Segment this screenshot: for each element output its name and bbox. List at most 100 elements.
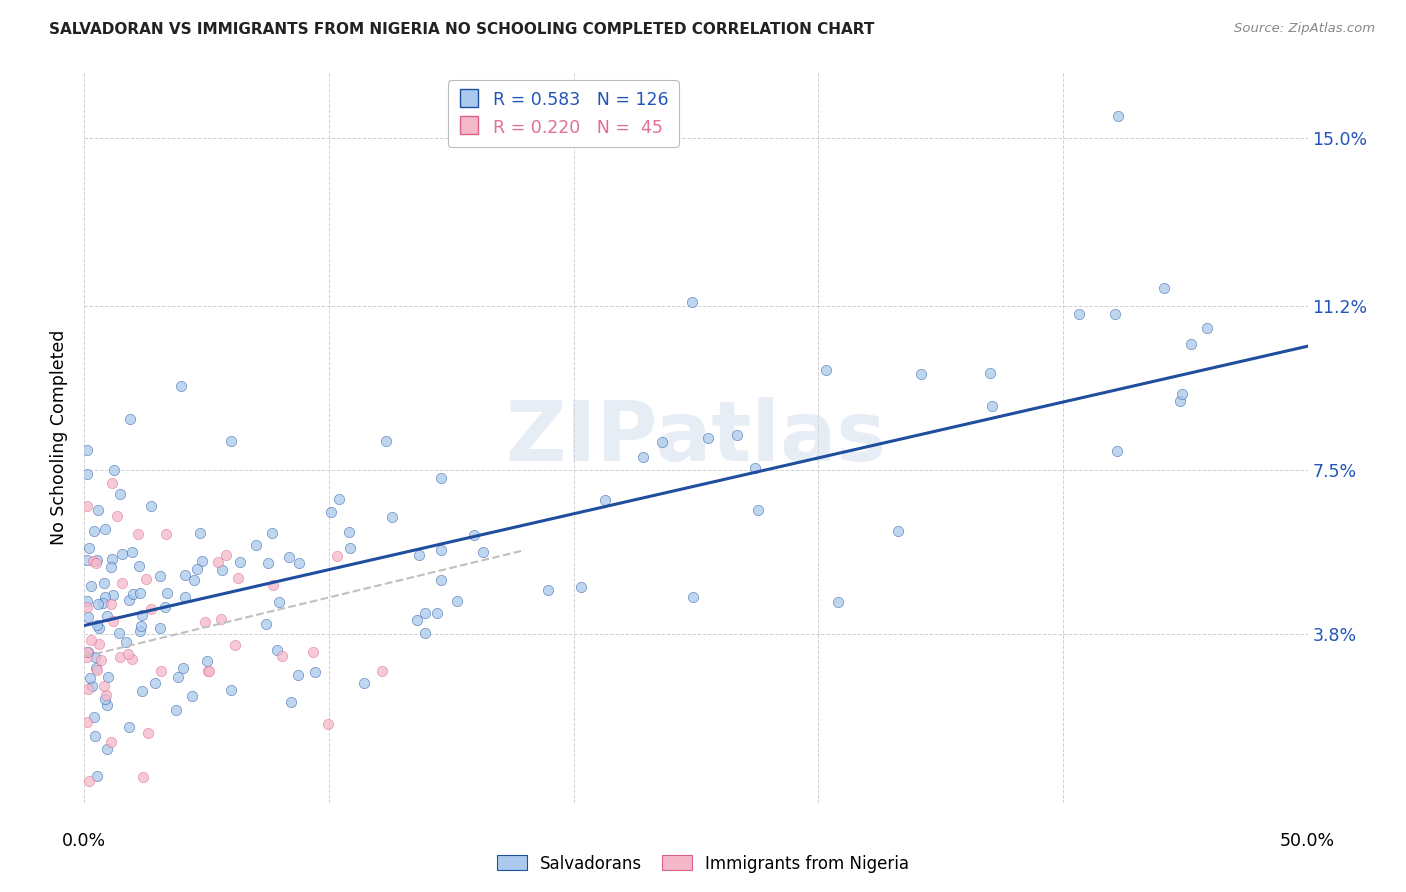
Point xyxy=(980,399,1002,413)
Point xyxy=(83,709,105,723)
Point xyxy=(76,650,98,665)
Point xyxy=(1171,386,1194,401)
Point xyxy=(725,428,748,442)
Point xyxy=(186,562,208,576)
Point xyxy=(219,434,242,448)
Point xyxy=(353,675,375,690)
Point xyxy=(257,556,280,570)
Point xyxy=(100,560,122,574)
Point xyxy=(188,526,211,541)
Point xyxy=(167,669,190,683)
Point xyxy=(569,580,592,594)
Point xyxy=(80,633,103,648)
Point xyxy=(209,612,232,626)
Point xyxy=(117,647,139,661)
Point xyxy=(86,617,108,632)
Point xyxy=(304,665,326,680)
Point xyxy=(174,590,197,604)
Point xyxy=(224,639,246,653)
Point xyxy=(207,555,229,569)
Point xyxy=(681,295,703,310)
Point xyxy=(1069,307,1091,321)
Point xyxy=(139,602,162,616)
Point xyxy=(415,626,437,640)
Point xyxy=(131,770,153,784)
Point xyxy=(1107,109,1129,123)
Point xyxy=(118,411,141,425)
Point xyxy=(149,664,172,678)
Point xyxy=(190,554,212,568)
Point xyxy=(153,599,176,614)
Text: SALVADORAN VS IMMIGRANTS FROM NIGERIA NO SCHOOLING COMPLETED CORRELATION CHART: SALVADORAN VS IMMIGRANTS FROM NIGERIA NO… xyxy=(49,22,875,37)
Point xyxy=(1197,321,1219,335)
Point xyxy=(747,503,769,517)
Point xyxy=(127,527,149,541)
Point xyxy=(121,587,143,601)
Point xyxy=(219,683,242,698)
Point xyxy=(121,652,143,666)
Point xyxy=(254,617,277,632)
Point xyxy=(110,576,132,591)
Point xyxy=(103,463,125,477)
Point xyxy=(183,573,205,587)
Point xyxy=(339,541,361,555)
Point xyxy=(108,626,131,640)
Point xyxy=(426,606,449,620)
Point xyxy=(1107,444,1129,458)
Point xyxy=(79,672,101,686)
Point xyxy=(90,653,112,667)
Point xyxy=(446,593,468,607)
Point xyxy=(371,664,394,678)
Point xyxy=(87,621,110,635)
Legend: R = 0.583   N = 126, R = 0.220   N =  45: R = 0.583 N = 126, R = 0.220 N = 45 xyxy=(447,80,679,147)
Point xyxy=(86,597,108,611)
Point xyxy=(101,476,124,491)
Point xyxy=(429,573,451,587)
Point xyxy=(87,503,110,517)
Point xyxy=(84,661,107,675)
Point xyxy=(101,588,124,602)
Point xyxy=(76,714,98,729)
Point xyxy=(287,668,309,682)
Point xyxy=(86,769,108,783)
Point xyxy=(76,553,98,567)
Point xyxy=(143,675,166,690)
Point xyxy=(82,679,104,693)
Point xyxy=(266,643,288,657)
Point xyxy=(260,525,283,540)
Point xyxy=(339,524,361,539)
Point xyxy=(149,621,172,635)
Point xyxy=(280,695,302,709)
Point xyxy=(79,579,101,593)
Point xyxy=(96,608,118,623)
Point xyxy=(229,555,252,569)
Point xyxy=(110,547,132,561)
Point xyxy=(76,681,98,696)
Point xyxy=(198,664,221,678)
Point xyxy=(165,703,187,717)
Point xyxy=(316,717,339,731)
Point xyxy=(77,541,100,555)
Point xyxy=(94,590,117,604)
Point xyxy=(1180,337,1202,351)
Point xyxy=(174,568,197,582)
Point xyxy=(328,491,350,506)
Point xyxy=(682,590,704,604)
Point xyxy=(155,527,177,541)
Point xyxy=(76,645,98,659)
Point xyxy=(472,545,495,559)
Point xyxy=(117,720,139,734)
Point xyxy=(83,649,105,664)
Point xyxy=(96,741,118,756)
Point xyxy=(135,572,157,586)
Point xyxy=(463,528,485,542)
Point xyxy=(228,571,250,585)
Y-axis label: No Schooling Completed: No Schooling Completed xyxy=(51,329,69,545)
Point xyxy=(413,606,436,620)
Point xyxy=(319,505,342,519)
Point xyxy=(129,618,152,632)
Point xyxy=(131,608,153,623)
Point xyxy=(93,691,115,706)
Point xyxy=(215,548,238,562)
Point xyxy=(375,434,398,448)
